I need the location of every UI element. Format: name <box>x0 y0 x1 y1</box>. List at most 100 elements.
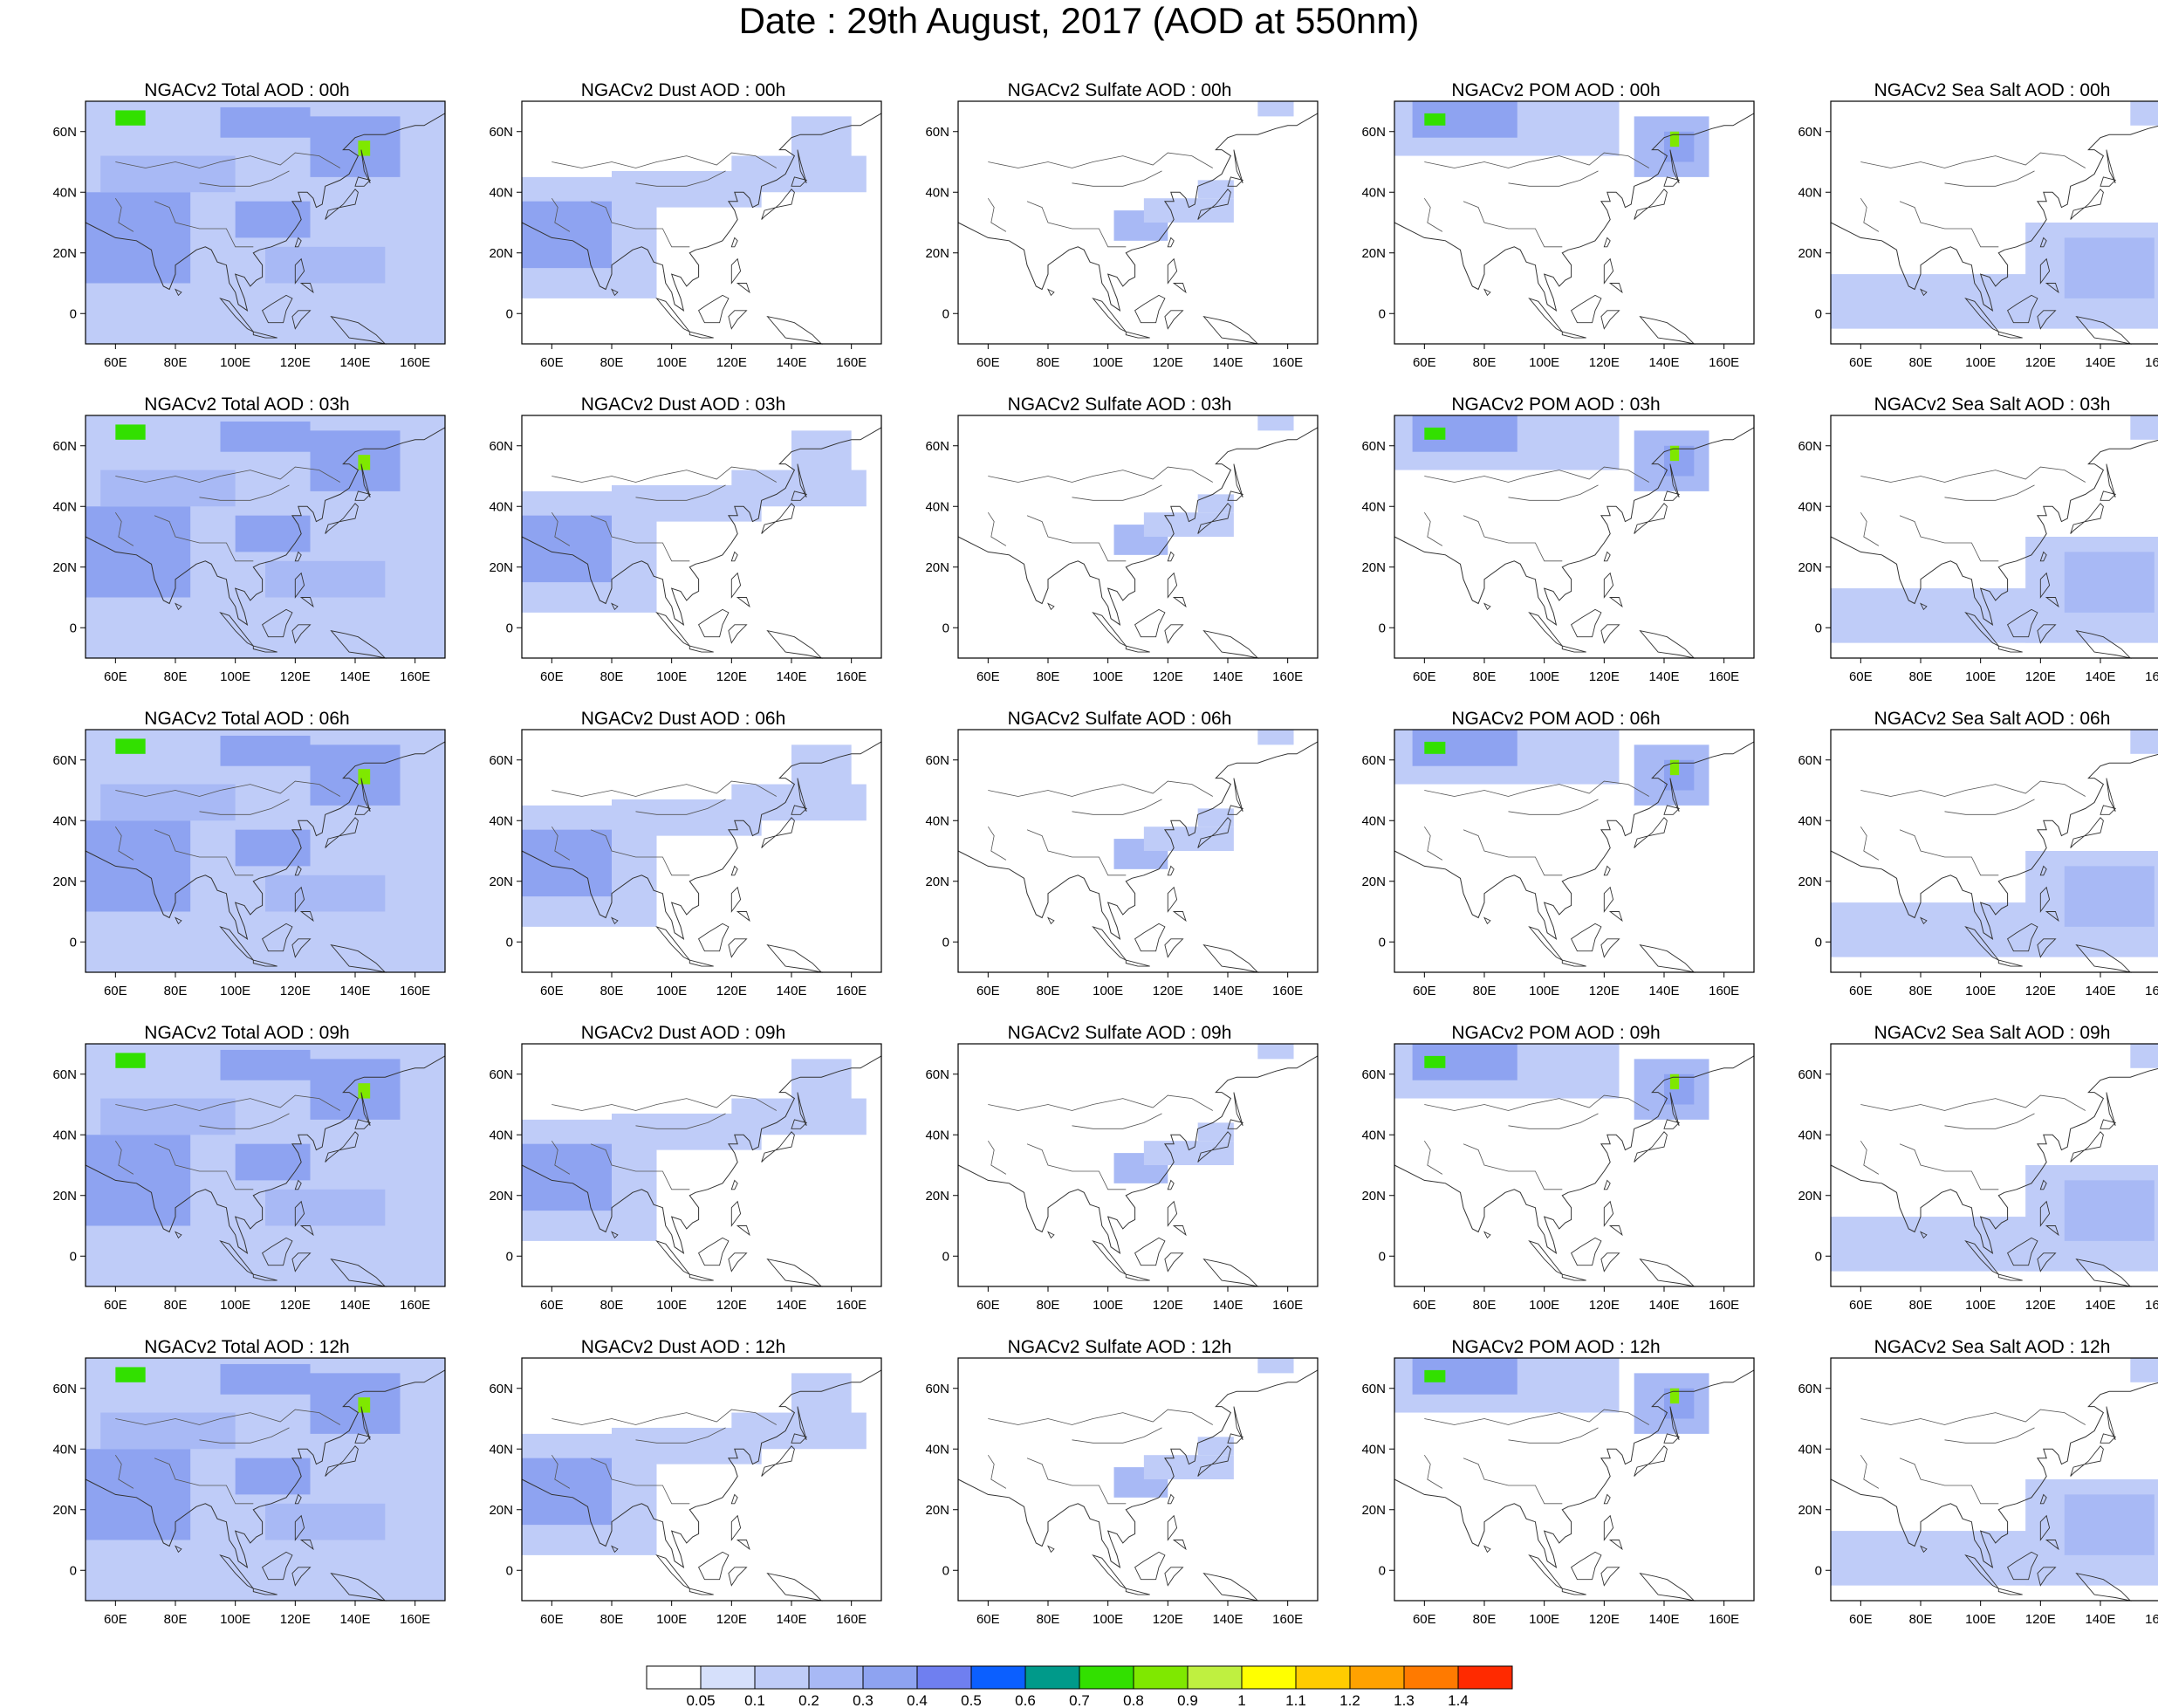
colorbar-swatch <box>1241 1665 1297 1690</box>
colorbar-swatch <box>700 1665 756 1690</box>
map-panel-sea-salt-aod-row-3: NGACv2 Sea Salt AOD : 09h 60E 80E 100E 120E 1… <box>1787 1023 2158 1338</box>
border-line <box>1463 515 1563 562</box>
y-tick-label: 40N <box>52 499 77 514</box>
y-tick-label: 60N <box>1361 439 1386 454</box>
border-line <box>1944 799 2035 815</box>
border-line <box>1072 1427 1162 1444</box>
island-outline <box>291 938 312 958</box>
aod-shading-block <box>1831 588 2041 643</box>
island-outline <box>360 463 371 498</box>
x-tick-label: 120E <box>280 669 311 684</box>
aod-shading-block <box>265 1189 386 1226</box>
border-line <box>1899 1458 1999 1505</box>
border-line <box>199 484 290 501</box>
colorbar-swatch <box>1024 1665 1080 1690</box>
island-outline <box>252 1588 277 1595</box>
aod-shading-block <box>310 744 401 806</box>
y-tick-label: 20N <box>1798 875 1822 889</box>
y-tick-label: 0 <box>942 1249 949 1264</box>
y-tick-label: 20N <box>1361 246 1386 261</box>
island-outline <box>1561 959 1586 967</box>
aod-shading-block <box>310 1059 401 1120</box>
y-tick-label: 0 <box>1379 306 1386 321</box>
x-tick-label: 120E <box>1589 1612 1620 1627</box>
x-tick-label: 80E <box>1909 355 1933 370</box>
aod-shading-block <box>2064 552 2155 613</box>
border-line <box>551 466 778 483</box>
y-tick-label: 20N <box>925 1189 949 1204</box>
island-outline <box>2070 189 2104 220</box>
map-plot: 60E 80E 100E 120E 140E 160E 60N 40N 20N 0 <box>1798 415 2158 684</box>
island-outline <box>1092 611 1127 647</box>
island-outline <box>761 1131 795 1163</box>
aod-shading-block <box>358 1397 371 1413</box>
x-tick-label: 140E <box>2085 355 2115 370</box>
border-line <box>590 201 690 248</box>
island-outline <box>2007 1551 2038 1581</box>
border-line <box>1508 1113 1599 1129</box>
border-line <box>1026 1143 1127 1190</box>
island-outline <box>2075 944 2132 973</box>
island-outline <box>730 886 742 913</box>
y-tick-label: 20N <box>1798 1189 1822 1204</box>
panel-title: NGACv2 POM AOD : 09h <box>1451 1023 1661 1043</box>
x-tick-label: 100E <box>1093 355 1123 370</box>
aod-shading-block <box>235 1458 311 1495</box>
island-outline <box>2100 1433 2117 1444</box>
island-outline <box>1167 1514 1178 1541</box>
island-outline <box>1608 597 1623 608</box>
island-outline <box>1134 1237 1166 1266</box>
coastline <box>1830 753 2158 940</box>
island-outline <box>791 805 808 815</box>
colorbar-swatch <box>1079 1665 1134 1690</box>
y-tick-label: 0 <box>70 1249 77 1264</box>
y-tick-label: 0 <box>70 935 77 950</box>
colorbar-label: 0.1 <box>744 1692 765 1705</box>
aod-shading-block <box>235 515 311 552</box>
x-tick-label: 160E <box>836 355 867 370</box>
island-outline <box>655 611 690 647</box>
x-tick-label: 160E <box>400 1298 430 1313</box>
island-outline <box>2075 1259 2132 1287</box>
panel-title: NGACv2 Sulfate AOD : 00h <box>1007 80 1232 100</box>
aod-shading-block <box>791 430 852 477</box>
y-tick-label: 60N <box>489 1067 513 1082</box>
map-plot: 60E 80E 100E 120E 140E 160E 60N 40N 20N 0 <box>489 100 882 370</box>
y-tick-label: 0 <box>1815 306 1822 321</box>
y-tick-label: 0 <box>70 1563 77 1578</box>
map-frame <box>957 1357 1319 1602</box>
aod-shading-block <box>1424 1369 1446 1382</box>
island-outline <box>325 817 359 848</box>
panel-title: NGACv2 Dust AOD : 03h <box>580 394 786 415</box>
y-tick-label: 60N <box>1798 1382 1822 1396</box>
island-outline <box>2070 1131 2104 1163</box>
map-frame <box>521 100 882 345</box>
border-line <box>1508 484 1599 501</box>
island-outline <box>1125 1273 1150 1281</box>
island-outline <box>1571 1237 1602 1266</box>
island-outline <box>1663 490 1681 501</box>
x-tick-label: 140E <box>339 1298 370 1313</box>
coastline <box>85 1055 446 1254</box>
border-line <box>987 826 1007 861</box>
border-line <box>635 799 726 815</box>
aod-shading-block <box>265 875 386 912</box>
y-tick-label: 40N <box>489 1442 513 1457</box>
x-tick-label: 120E <box>716 984 747 998</box>
border-line <box>1026 829 1127 876</box>
aod-shading-block <box>100 155 236 193</box>
island-outline <box>1197 503 1231 534</box>
island-outline <box>1172 283 1187 294</box>
x-tick-label: 80E <box>164 669 188 684</box>
island-outline <box>1603 1514 1614 1541</box>
island-outline <box>330 1259 387 1287</box>
island-outline <box>1047 1231 1055 1239</box>
y-tick-label: 20N <box>52 246 77 261</box>
island-outline <box>797 1406 807 1441</box>
aod-shading-block <box>310 1373 401 1434</box>
island-outline <box>1608 283 1623 294</box>
island-outline <box>294 237 302 248</box>
island-outline <box>1571 294 1602 324</box>
map-panel-pom-aod-row-2: NGACv2 POM AOD : 06h 60E 80E 100E 120E 140E 16… <box>1351 709 1761 1024</box>
island-outline <box>2037 1252 2057 1272</box>
